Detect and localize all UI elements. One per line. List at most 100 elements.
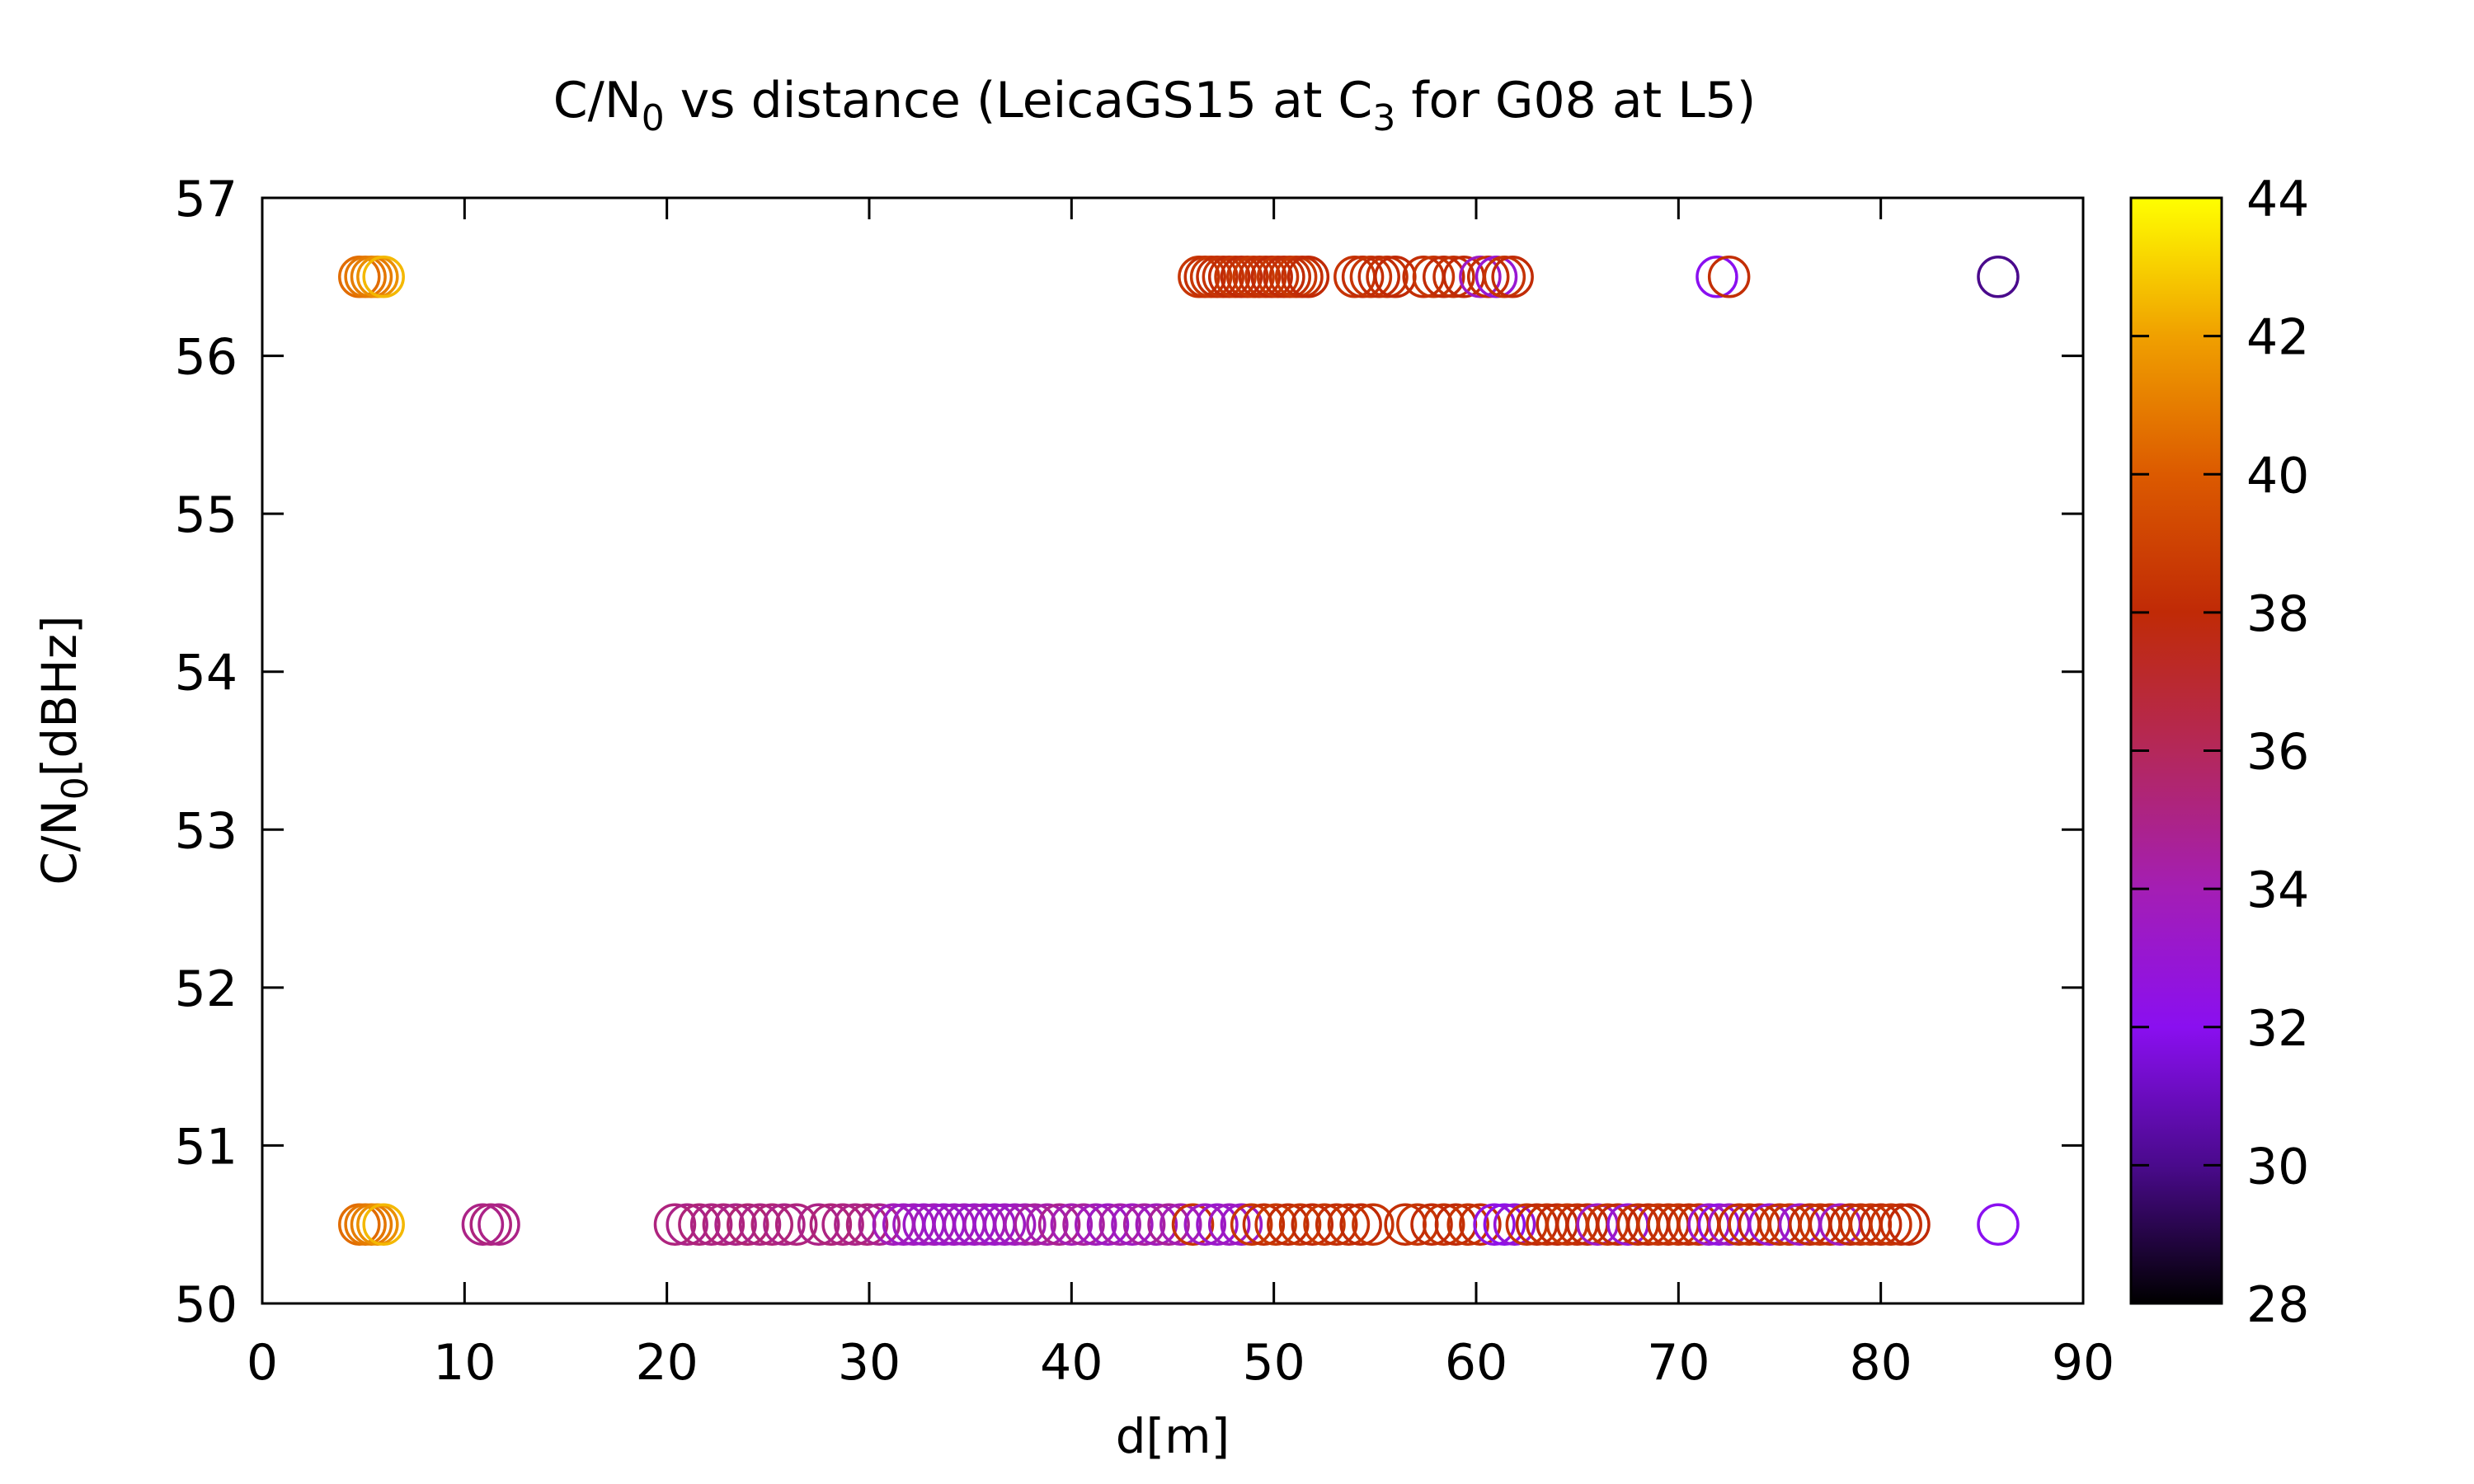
data-point — [1459, 1203, 1502, 1246]
data-point — [1026, 1203, 1069, 1246]
x-tick-label: 40 — [1040, 1334, 1103, 1392]
data-point — [1446, 1203, 1489, 1246]
data-point — [1207, 1203, 1251, 1246]
data-point — [1491, 256, 1534, 298]
data-point — [1242, 1203, 1286, 1246]
data-point — [714, 1203, 757, 1246]
data-point — [1859, 1203, 1903, 1246]
data-point — [1483, 1203, 1526, 1246]
data-point — [1062, 1203, 1105, 1246]
colorbar-tick-label: 38 — [2246, 585, 2309, 643]
y-tick-label: 57 — [175, 171, 238, 228]
data-point — [666, 1203, 708, 1246]
data-point — [1159, 1203, 1202, 1246]
data-point — [461, 1203, 505, 1246]
data-point — [1196, 1203, 1239, 1246]
x-tick-label: 10 — [433, 1334, 496, 1392]
data-point — [469, 1203, 512, 1246]
y-tick-label: 55 — [175, 486, 238, 544]
data-point — [1267, 1203, 1310, 1246]
chart-title: C/N0 vs distance (LeicaGS15 at C3 for G0… — [553, 72, 1757, 139]
colorbar-tick-label: 28 — [2246, 1276, 2309, 1334]
data-point — [809, 1203, 853, 1246]
colorbar-tick-label: 40 — [2246, 447, 2309, 505]
data-point — [653, 1203, 697, 1246]
x-tick-label: 80 — [1849, 1334, 1912, 1392]
x-axis: 0 10 20 30 40 50 60 70 80 90 — [247, 198, 2114, 1392]
data-point — [678, 1203, 721, 1246]
x-axis-label: d[m] — [1116, 1408, 1230, 1464]
colorbar-tick-label: 34 — [2246, 862, 2309, 919]
data-points — [338, 256, 2020, 1246]
data-point — [738, 1203, 782, 1246]
y-tick-label: 52 — [175, 960, 238, 1018]
data-point — [797, 1203, 840, 1246]
data-point — [1291, 1203, 1334, 1246]
data-point — [1183, 1203, 1227, 1246]
y-tick-label: 53 — [175, 802, 238, 860]
data-point — [1879, 1203, 1922, 1246]
x-tick-label: 0 — [247, 1334, 278, 1392]
data-point — [1086, 1203, 1130, 1246]
data-point — [1707, 256, 1751, 298]
data-point — [1303, 1203, 1346, 1246]
y-tick-label: 50 — [175, 1276, 238, 1334]
data-point — [1286, 256, 1330, 298]
plot-frame — [261, 196, 2085, 1305]
data-point — [858, 1203, 901, 1246]
colorbar-tick-label: 44 — [2246, 171, 2309, 228]
y-axis: 50 51 52 53 54 55 56 57 — [175, 171, 2083, 1334]
colorbar-tick-label: 32 — [2246, 1000, 2309, 1058]
data-point — [1327, 1203, 1371, 1246]
data-point — [1483, 256, 1526, 298]
data-point — [1977, 256, 2020, 298]
data-point — [1122, 1203, 1166, 1246]
colorbar-tick-label: 42 — [2246, 309, 2309, 367]
data-point — [1473, 1203, 1516, 1246]
y-tick-label: 51 — [175, 1118, 238, 1176]
x-tick-label: 20 — [635, 1334, 698, 1392]
data-point — [1349, 256, 1393, 298]
data-point — [1341, 256, 1385, 298]
data-point — [1004, 1203, 1047, 1246]
data-point — [1278, 1203, 1322, 1246]
y-tick-label: 56 — [175, 329, 238, 387]
data-point — [845, 1203, 889, 1246]
data-point — [1220, 1203, 1263, 1246]
y-tick-label: 54 — [175, 645, 238, 702]
data-point — [1075, 1203, 1117, 1246]
data-point — [750, 1203, 793, 1246]
data-point — [1459, 256, 1502, 298]
data-point — [362, 256, 405, 298]
data-point — [727, 1203, 769, 1246]
x-tick-label: 30 — [838, 1334, 901, 1392]
data-point — [1412, 256, 1456, 298]
data-point — [1230, 1203, 1273, 1246]
data-point — [1432, 256, 1475, 298]
x-tick-label: 70 — [1647, 1334, 1710, 1392]
data-point — [1037, 1203, 1081, 1246]
x-tick-label: 50 — [1242, 1334, 1305, 1392]
data-point — [993, 1203, 1037, 1246]
colorbar-axis: 28 30 32 34 36 38 40 42 44 — [2131, 171, 2309, 1334]
data-point — [1254, 1203, 1297, 1246]
data-point — [1171, 1203, 1215, 1246]
data-point — [1147, 1203, 1190, 1246]
data-point — [1050, 1203, 1094, 1246]
data-point — [774, 1203, 818, 1246]
data-point — [1352, 1203, 1395, 1246]
data-point — [1493, 1203, 1536, 1246]
data-point — [821, 1203, 864, 1246]
data-point — [1014, 1203, 1056, 1246]
data-point — [1410, 1203, 1453, 1246]
data-point — [1870, 1203, 1912, 1246]
data-point — [1475, 256, 1518, 298]
data-point — [1339, 1203, 1382, 1246]
x-tick-label: 90 — [2052, 1334, 2114, 1392]
data-point — [983, 1203, 1027, 1246]
data-point — [1098, 1203, 1141, 1246]
y-axis-label: C/N0[dBHz] — [31, 615, 96, 885]
data-point — [362, 1203, 405, 1246]
